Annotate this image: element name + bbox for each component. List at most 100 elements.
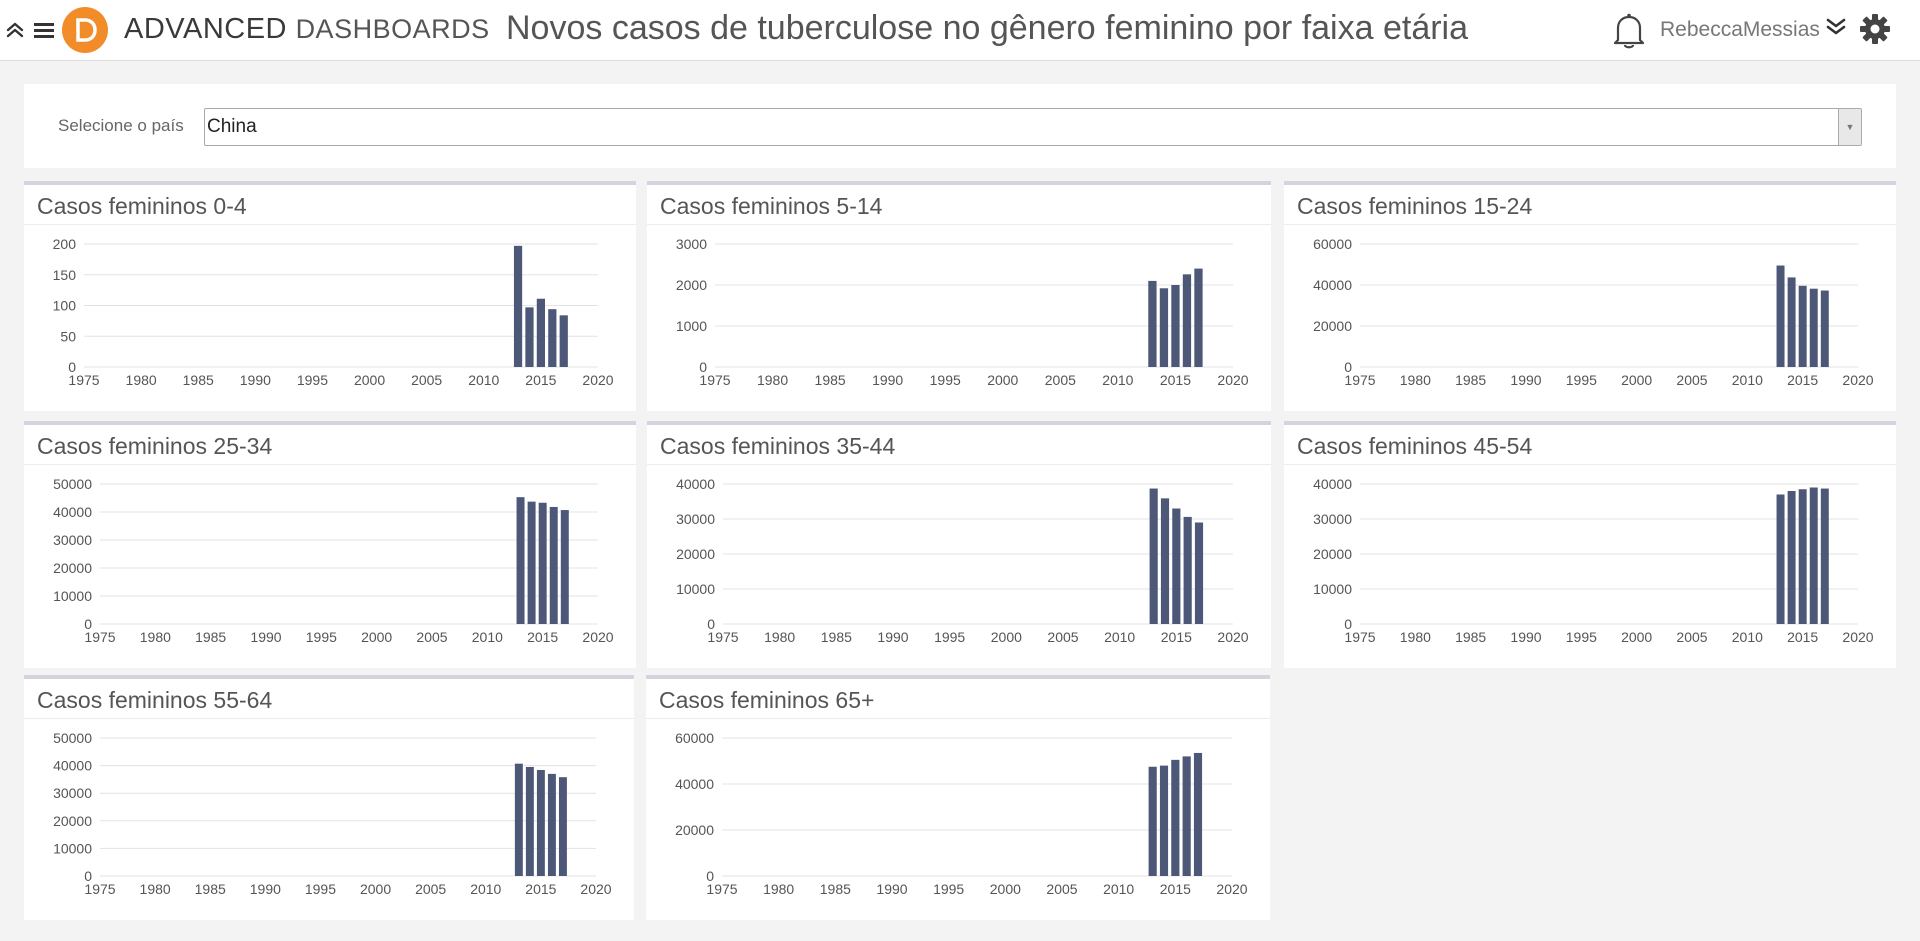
country-select[interactable]: China ▼ [204, 108, 1862, 146]
x-tick-label: 1990 [877, 629, 908, 645]
bar [516, 497, 525, 624]
chart-title: Casos femininos 0-4 [37, 193, 247, 219]
y-tick-label: 60000 [675, 730, 714, 746]
x-tick-label: 1995 [1566, 629, 1597, 645]
bar [538, 502, 547, 624]
y-tick-label: 20000 [675, 822, 714, 838]
bar [1172, 508, 1181, 624]
y-tick-label: 2000 [676, 277, 707, 293]
bar [1182, 756, 1191, 876]
x-tick-label: 1985 [1455, 372, 1486, 388]
x-tick-label: 2020 [1217, 629, 1248, 645]
chart-panel-5-14: Casos femininos 5-14 0 1000 2000 3000 1975 19… [647, 181, 1271, 411]
chart-svg: 0 20000 40000 60000 1975 1980 1985 1990 1995 2000… [1313, 236, 1874, 388]
x-tick-label: 1980 [757, 372, 788, 388]
bar [1183, 516, 1192, 624]
x-tick-label: 2005 [1046, 881, 1077, 897]
bar [1787, 491, 1796, 624]
y-tick-label: 0 [68, 359, 76, 375]
panel-header: Casos femininos 65+ [646, 679, 1270, 719]
x-tick-label: 2015 [527, 629, 558, 645]
gear-icon[interactable] [1858, 12, 1892, 51]
y-tick-label: 20000 [53, 560, 92, 576]
chevrons-down-icon[interactable] [1824, 16, 1848, 43]
chart-svg: 0 50 100 150 200 1975 1980 1985 1990 1995 2000 2005… [53, 236, 614, 388]
bar [1809, 288, 1818, 367]
x-tick-label: 2005 [416, 629, 447, 645]
username[interactable]: RebeccaMessias [1660, 18, 1820, 41]
x-tick-label: 2000 [354, 372, 385, 388]
x-tick-label: 1985 [820, 881, 851, 897]
x-tick-label: 1985 [821, 629, 852, 645]
y-tick-label: 0 [84, 616, 92, 632]
y-tick-label: 50 [60, 328, 76, 344]
y-tick-label: 0 [1344, 359, 1352, 375]
chart-panel-35-44: Casos femininos 35-44 0 10000 20000 30000 40… [647, 421, 1271, 668]
country-select-value: China [207, 116, 257, 137]
x-tick-label: 2000 [1621, 372, 1652, 388]
chart-title: Casos femininos 5-14 [660, 193, 883, 219]
y-tick-label: 40000 [676, 476, 715, 492]
y-tick-label: 50000 [53, 476, 92, 492]
x-tick-label: 1975 [706, 881, 737, 897]
bar [1809, 487, 1818, 624]
y-tick-label: 10000 [1313, 581, 1352, 597]
y-tick-label: 40000 [1313, 277, 1352, 293]
x-tick-label: 1980 [1400, 372, 1431, 388]
x-tick-label: 1980 [764, 629, 795, 645]
x-tick-label: 1995 [1566, 372, 1597, 388]
x-tick-label: 2015 [1160, 372, 1191, 388]
x-tick-label: 2000 [361, 629, 392, 645]
chart-panel-55-64: Casos femininos 55-64 0 10000 20000 30000 40… [24, 675, 634, 920]
y-tick-label: 1000 [676, 318, 707, 334]
bar [1148, 280, 1157, 367]
chart-svg: 0 10000 20000 30000 40000 1975 1980 1985 1990 199… [1313, 476, 1874, 645]
chart-panel-25-34: Casos femininos 25-34 0 10000 20000 30000 40… [24, 421, 636, 668]
chevrons-up-icon[interactable] [4, 12, 26, 48]
x-tick-label: 2010 [470, 881, 501, 897]
chart-svg: 0 10000 20000 30000 40000 50000 1975 1980 1985 19… [53, 730, 612, 897]
chart-panel-65-plus: Casos femininos 65+ 0 20000 40000 60000 1975… [646, 675, 1270, 920]
top-bar: ADVANCED DASHBOARDS Novos casos de tuber… [0, 0, 1920, 61]
hamburger-menu-icon[interactable] [32, 12, 56, 48]
chart-panel-45-54: Casos femininos 45-54 0 10000 20000 30000 40… [1284, 421, 1896, 668]
bar [536, 298, 546, 367]
bar [1171, 759, 1180, 876]
x-tick-label: 2020 [582, 629, 613, 645]
bar [1787, 277, 1796, 367]
bar [514, 763, 523, 876]
filter-panel: Selecione o país China ▼ [24, 84, 1896, 168]
brand-name: ADVANCED DASHBOARDS [124, 13, 490, 46]
x-tick-label: 1995 [306, 629, 337, 645]
panel-header: Casos femininos 55-64 [24, 679, 634, 719]
brand-light: DASHBOARDS [295, 14, 490, 44]
x-tick-label: 2020 [1216, 881, 1247, 897]
x-tick-label: 1995 [297, 372, 328, 388]
bar [536, 770, 545, 876]
dropdown-arrow-icon[interactable]: ▼ [1838, 109, 1861, 145]
y-tick-label: 20000 [676, 546, 715, 562]
x-tick-label: 1990 [250, 881, 281, 897]
chart-svg: 0 1000 2000 3000 1975 1980 1985 1990 1995 2000 200… [676, 236, 1249, 388]
x-tick-label: 2005 [415, 881, 446, 897]
bar [1194, 522, 1204, 624]
x-tick-label: 1980 [140, 881, 171, 897]
y-tick-label: 40000 [1313, 476, 1352, 492]
x-tick-label: 2010 [1732, 629, 1763, 645]
y-tick-label: 30000 [53, 532, 92, 548]
bell-icon[interactable] [1612, 12, 1646, 55]
bar [549, 506, 558, 624]
x-tick-label: 1975 [84, 629, 115, 645]
x-tick-label: 2010 [472, 629, 503, 645]
bar [1160, 498, 1170, 624]
x-tick-label: 2015 [525, 881, 556, 897]
x-tick-label: 1995 [305, 881, 336, 897]
x-tick-label: 2015 [1787, 629, 1818, 645]
y-tick-label: 50000 [53, 730, 92, 746]
logo-icon[interactable] [62, 7, 108, 53]
x-tick-label: 2005 [1676, 372, 1707, 388]
bar [1798, 489, 1807, 624]
y-tick-label: 30000 [676, 511, 715, 527]
x-tick-label: 2005 [1045, 372, 1076, 388]
panel-header: Casos femininos 25-34 [24, 425, 636, 465]
